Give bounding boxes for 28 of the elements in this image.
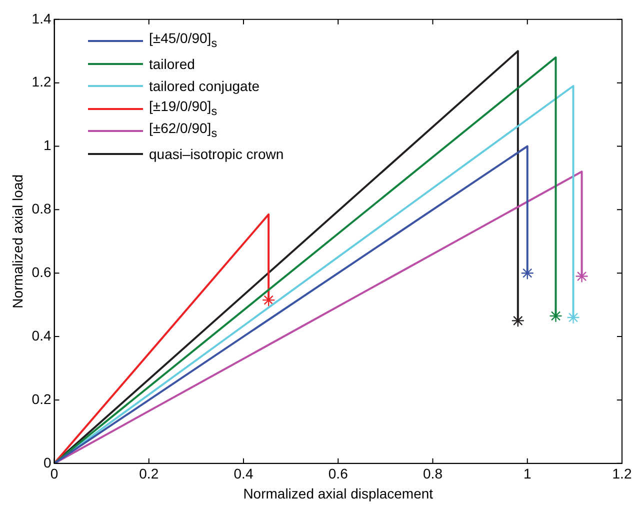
y-tick-label: 0.6 [32, 264, 52, 280]
legend-label: quasi–isotropic crown [149, 144, 284, 164]
point [262, 293, 276, 307]
x-tick-label: 0.2 [139, 466, 159, 482]
y-tick-label: 1.2 [32, 74, 52, 90]
x-tick-label: 0.6 [328, 466, 348, 482]
x-tick-label: 0.4 [234, 466, 254, 482]
x-tick-label: 0.8 [423, 466, 443, 482]
legend-label: tailored [149, 54, 195, 74]
y-axis-title: Normalized axial load [9, 174, 26, 308]
y-tick-label: 0 [43, 454, 52, 470]
legend-label: [±62/0/90]$_{s}$ [149, 119, 218, 142]
y-tick-label: 0.2 [32, 390, 52, 407]
legend-label: [±19/0/90]$_{s}$ [149, 98, 218, 118]
point [566, 310, 580, 324]
x-tick-label: 1.2 [612, 466, 632, 482]
x-tick-label: 1 [523, 466, 532, 482]
point [575, 270, 588, 283]
y-tick-label: 0.8 [32, 200, 52, 217]
point [511, 314, 525, 328]
legend-label: tailored conjugate [149, 77, 260, 96]
y-tick-label: 1.4 [32, 10, 52, 26]
y-tick-label: 1 [43, 137, 52, 154]
point [520, 266, 534, 280]
legend-label: [±45/0/90]$_{s}$ [149, 29, 218, 52]
y-tick-label: 0.4 [32, 327, 52, 344]
x-axis-title: Normalized axial displacement [243, 485, 434, 502]
point [549, 309, 562, 323]
